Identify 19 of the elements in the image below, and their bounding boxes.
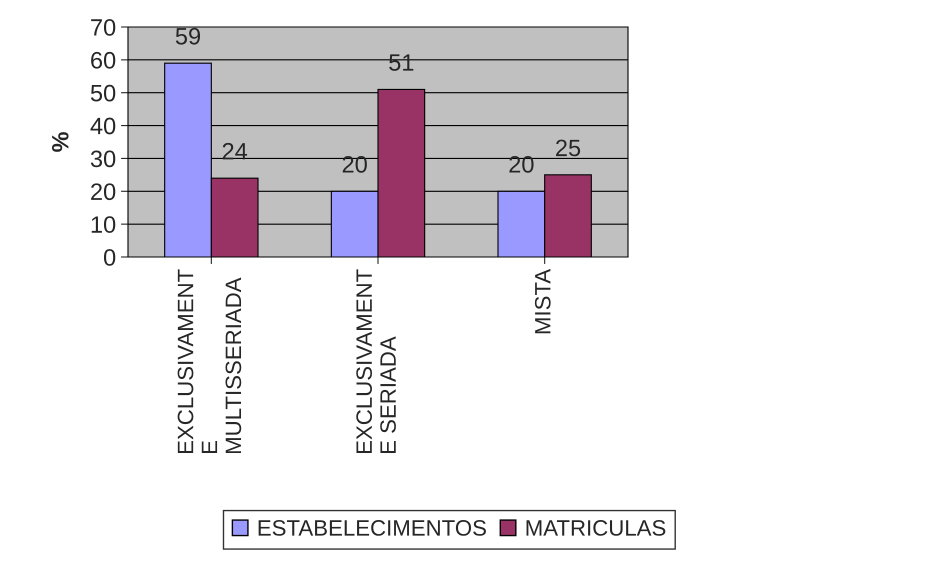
legend-label: MATRICULAS: [526, 520, 666, 536]
data-label: 24: [222, 142, 248, 160]
data-label: 20: [509, 156, 534, 173]
data-label: 20: [342, 156, 367, 173]
x-tick-label: EXCLUSIVAMENT E MULTISSERIADA: [178, 269, 242, 454]
y-tick-label: 30: [90, 150, 116, 168]
y-tick-label: 50: [90, 84, 116, 102]
data-label: 25: [556, 140, 580, 156]
y-tick-label: 10: [92, 216, 116, 233]
x-tick-label: MISTA: [534, 268, 551, 334]
y-tick-label: 0: [104, 249, 116, 266]
y-axis-title: %: [52, 132, 69, 152]
data-label: 59: [176, 28, 200, 45]
legend-label: ESTABELECIMENTOS: [258, 520, 486, 536]
y-tick-label: 70: [91, 19, 116, 36]
y-tick-label: 60: [91, 52, 116, 69]
x-tick-label: EXCLUSIVAMENT E SERIADA: [356, 269, 396, 454]
y-tick-label: 20: [91, 183, 116, 200]
y-tick-label: 40: [90, 118, 116, 134]
